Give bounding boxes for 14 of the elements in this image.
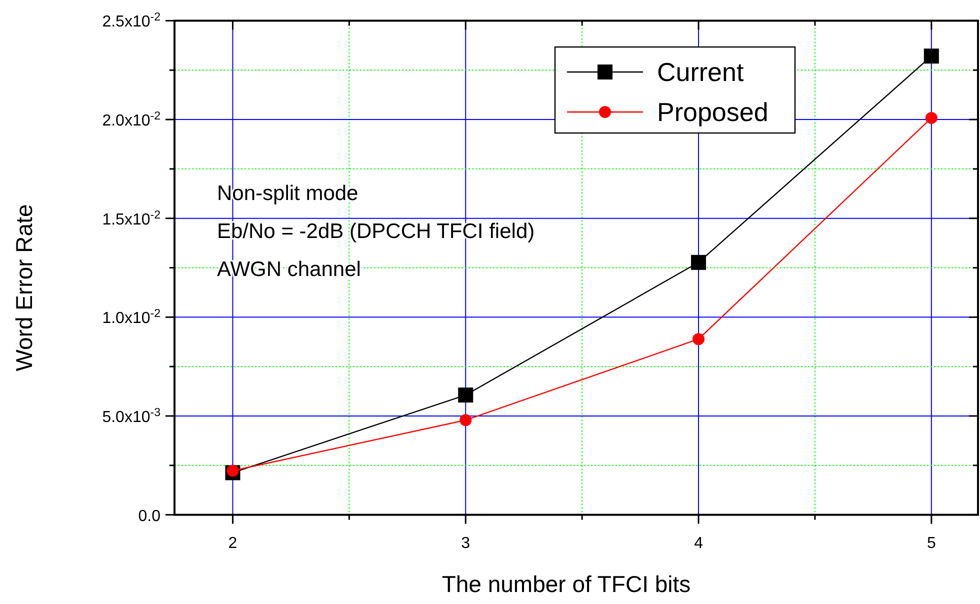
x-tick-label: 5 — [926, 534, 936, 552]
x-tick-label: 4 — [694, 534, 704, 552]
legend-label: Proposed — [657, 97, 768, 127]
y-tick-label: 0.0 — [138, 508, 161, 525]
x-tick-label: 2 — [228, 534, 238, 552]
y-tick-label: 1.0x10$^{-2}$ — [102, 308, 160, 328]
y-tick-label: 2.0x10$^{-2}$ — [102, 110, 160, 130]
y-tick-label: 2.5x10$^{-2}$ — [102, 12, 160, 31]
y-tick-label: 1.5x10$^{-2}$ — [102, 209, 160, 228]
x-axis-title: The number of TFCI bits — [442, 571, 691, 597]
y-axis-title: Word Error Rate — [11, 204, 37, 372]
legend-label: Current — [657, 57, 744, 87]
y-tick-label: 5.0x10$^{-3}$ — [102, 406, 160, 426]
x-tick-label: 3 — [461, 534, 470, 552]
